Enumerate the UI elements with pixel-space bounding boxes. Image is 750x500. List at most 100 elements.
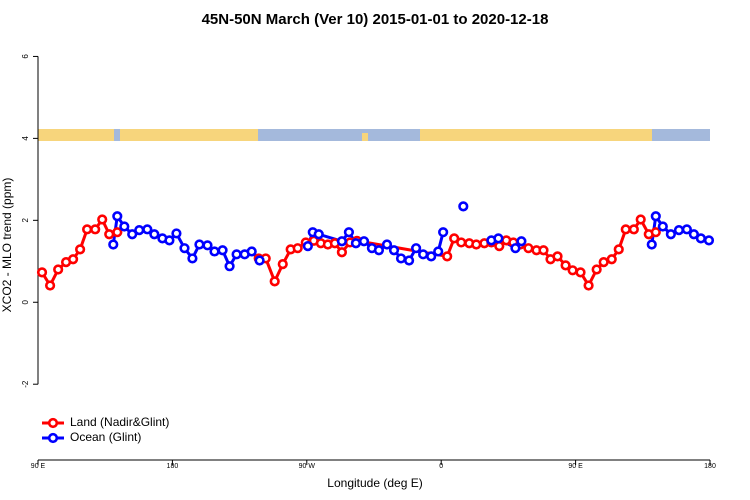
data-point bbox=[695, 233, 706, 244]
data-point bbox=[493, 233, 504, 244]
data-point bbox=[82, 224, 93, 235]
data-point bbox=[224, 261, 235, 272]
data-point bbox=[657, 221, 668, 232]
data-point bbox=[628, 224, 639, 235]
land-strip bbox=[38, 129, 114, 141]
data-point bbox=[343, 227, 355, 238]
x-tick-label: 0 bbox=[439, 463, 443, 470]
data-point bbox=[209, 246, 220, 257]
data-point bbox=[411, 243, 422, 254]
data-point bbox=[194, 239, 205, 250]
data-point bbox=[552, 251, 563, 262]
data-point bbox=[112, 211, 123, 222]
data-point bbox=[591, 264, 602, 275]
data-point bbox=[395, 253, 407, 264]
data-point bbox=[202, 240, 213, 251]
data-point bbox=[703, 235, 715, 246]
data-point bbox=[277, 259, 288, 270]
y-tick-label: 2 bbox=[21, 218, 30, 223]
y-tick-label: 4 bbox=[21, 136, 30, 141]
data-point bbox=[583, 280, 594, 291]
data-point bbox=[127, 229, 138, 240]
data-point bbox=[142, 224, 153, 235]
legend-label: Ocean (Glint) bbox=[70, 430, 141, 444]
data-point bbox=[418, 249, 429, 260]
land-strip bbox=[120, 129, 258, 141]
data-point bbox=[381, 239, 393, 250]
data-point bbox=[217, 245, 228, 256]
data-point bbox=[458, 201, 469, 212]
data-point bbox=[646, 239, 657, 250]
data-point bbox=[606, 254, 617, 265]
data-point bbox=[388, 245, 400, 256]
map-strip bbox=[38, 129, 710, 141]
data-point bbox=[403, 255, 415, 266]
x-axis-label: Longitude (deg E) bbox=[327, 476, 422, 490]
data-point bbox=[44, 280, 56, 291]
x-tick-label: 90 E bbox=[31, 463, 46, 470]
data-point bbox=[650, 211, 661, 222]
legend-marker bbox=[47, 432, 59, 444]
data-point bbox=[350, 238, 362, 249]
data-point bbox=[650, 227, 661, 238]
data-point bbox=[149, 229, 160, 240]
data-point bbox=[358, 236, 370, 247]
x-tick-label: 90 E bbox=[568, 463, 583, 470]
data-point bbox=[538, 245, 549, 256]
data-point bbox=[426, 251, 437, 262]
legend-label: Land (Nadir&Glint) bbox=[70, 415, 169, 429]
data-point bbox=[313, 229, 324, 240]
chart-title: 45N-50N March (Ver 10) 2015-01-01 to 202… bbox=[202, 11, 549, 28]
data-point bbox=[567, 265, 578, 276]
data-point bbox=[134, 225, 145, 236]
x-tick-label: 180 bbox=[167, 463, 179, 470]
y-tick-label: 0 bbox=[21, 299, 30, 304]
data-point bbox=[373, 245, 385, 256]
legend-marker bbox=[47, 417, 59, 429]
data-point bbox=[688, 229, 699, 240]
data-point bbox=[53, 264, 64, 275]
data-point bbox=[516, 236, 527, 247]
data-point bbox=[292, 243, 303, 254]
y-tick-label: 6 bbox=[21, 54, 30, 59]
data-point bbox=[231, 249, 242, 260]
data-point bbox=[246, 246, 257, 257]
data-point bbox=[433, 246, 444, 257]
data-point bbox=[112, 227, 123, 238]
land-strip bbox=[420, 129, 652, 141]
data-point bbox=[90, 224, 101, 235]
y-tick-label: -2 bbox=[21, 380, 30, 388]
data-point bbox=[681, 224, 692, 235]
data-point bbox=[171, 228, 182, 239]
data-point bbox=[620, 224, 631, 235]
data-point bbox=[523, 243, 534, 254]
data-point bbox=[560, 260, 571, 271]
data-point bbox=[438, 227, 449, 238]
data-point bbox=[613, 244, 624, 255]
data-point bbox=[97, 214, 108, 225]
data-point bbox=[471, 239, 482, 250]
x-tick-label: 90 W bbox=[299, 463, 316, 470]
data-point bbox=[254, 255, 265, 266]
y-axis-label: XCO2 - MLO trend (ppm) bbox=[0, 178, 14, 313]
data-point bbox=[67, 254, 79, 265]
data-point bbox=[302, 241, 313, 252]
data-point bbox=[75, 244, 86, 255]
land-strip bbox=[362, 133, 368, 141]
data-point bbox=[456, 237, 467, 248]
data-point bbox=[449, 233, 460, 244]
data-point bbox=[119, 221, 130, 232]
data-point bbox=[269, 276, 280, 287]
data-point bbox=[665, 229, 676, 240]
data-point bbox=[104, 229, 115, 240]
data-point bbox=[510, 243, 521, 254]
data-point bbox=[36, 267, 48, 278]
data-point bbox=[108, 239, 119, 250]
data-point bbox=[673, 225, 685, 236]
data-point bbox=[179, 243, 190, 254]
data-point bbox=[336, 247, 347, 258]
data-point bbox=[635, 214, 646, 225]
data-point bbox=[442, 251, 453, 262]
x-tick-label: 180 bbox=[704, 463, 716, 470]
